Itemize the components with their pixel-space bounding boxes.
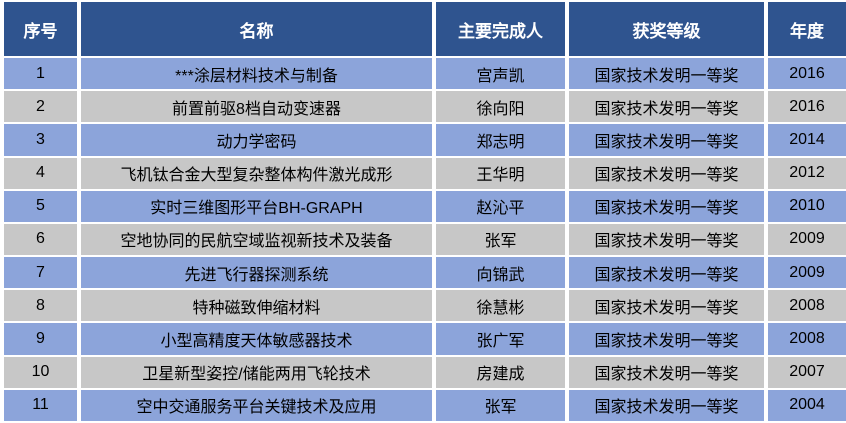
table-cell: 飞机钛合金大型复杂整体构件激光成形 [77,155,436,191]
table-row: 10 卫星新型姿控/储能两用飞轮技术 房建成 国家技术发明一等奖 2007 [0,354,846,390]
table-row: 1 ***涂层材料技术与制备 宫声凯 国家技术发明一等奖 2016 [0,55,846,92]
table-row: 7 先进飞行器探测系统 向锦武 国家技术发明一等奖 2009 [0,255,846,291]
table-cell: 2016 [764,89,846,125]
table-cell: 1 [0,55,81,92]
table-cell: 向锦武 [432,255,569,291]
table-cell: 8 [0,288,81,324]
table-cell: 先进飞行器探测系统 [77,255,436,291]
table-cell: 2016 [764,55,846,92]
table-row: 5 实时三维图形平台BH-GRAPH 赵沁平 国家技术发明一等奖 2010 [0,188,846,224]
table-cell: 特种磁致伸缩材料 [77,288,436,324]
table-cell: 6 [0,221,81,258]
table-cell: 小型高精度天体敏感器技术 [77,321,436,357]
table-cell: 2014 [764,122,846,158]
table-cell: 国家技术发明一等奖 [565,387,768,423]
table-cell: 张广军 [432,321,569,357]
header-cell: 主要完成人 [432,0,569,58]
table-cell: 国家技术发明一等奖 [565,221,768,258]
table-cell: 国家技术发明一等奖 [565,155,768,191]
table-cell: 徐慧彬 [432,288,569,324]
header-cell: 序号 [0,0,81,58]
table-cell: 2012 [764,155,846,191]
table-cell: 张军 [432,387,569,423]
table-cell: 实时三维图形平台BH-GRAPH [77,188,436,224]
header-cell: 名称 [77,0,436,58]
table-cell: 国家技术发明一等奖 [565,89,768,125]
table-row: 2 前置前驱8档自动变速器 徐向阳 国家技术发明一等奖 2016 [0,89,846,125]
table-header: 序号 名称 主要完成人 获奖等级 年度 [0,0,846,58]
table-cell: 2007 [764,354,846,390]
table-cell: 房建成 [432,354,569,390]
table-cell: 2004 [764,387,846,423]
table-cell: 11 [0,387,81,423]
table-cell: 2009 [764,221,846,258]
table-cell: 2008 [764,321,846,357]
table-cell: 卫星新型姿控/储能两用飞轮技术 [77,354,436,390]
table-cell: 国家技术发明一等奖 [565,255,768,291]
header-row: 序号 名称 主要完成人 获奖等级 年度 [0,0,846,58]
table-cell: 3 [0,122,81,158]
table-cell: 王华明 [432,155,569,191]
table-cell: 前置前驱8档自动变速器 [77,89,436,125]
table-cell: 空地协同的民航空域监视新技术及装备 [77,221,436,258]
table-row: 9 小型高精度天体敏感器技术 张广军 国家技术发明一等奖 2008 [0,321,846,357]
table-row: 8 特种磁致伸缩材料 徐慧彬 国家技术发明一等奖 2008 [0,288,846,324]
table-cell: 7 [0,255,81,291]
table-cell: 4 [0,155,81,191]
table-row: 11 空中交通服务平台关键技术及应用 张军 国家技术发明一等奖 2004 [0,387,846,423]
table-row: 6 空地协同的民航空域监视新技术及装备 张军 国家技术发明一等奖 2009 [0,221,846,258]
table-cell: ***涂层材料技术与制备 [77,55,436,92]
table-cell: 空中交通服务平台关键技术及应用 [77,387,436,423]
table-cell: 宫声凯 [432,55,569,92]
table-cell: 徐向阳 [432,89,569,125]
header-cell: 年度 [764,0,846,58]
table-cell: 国家技术发明一等奖 [565,354,768,390]
table-cell: 动力学密码 [77,122,436,158]
table-cell: 国家技术发明一等奖 [565,188,768,224]
table-row: 3 动力学密码 郑志明 国家技术发明一等奖 2014 [0,122,846,158]
table-cell: 郑志明 [432,122,569,158]
table-cell: 张军 [432,221,569,258]
table-body: 1 ***涂层材料技术与制备 宫声凯 国家技术发明一等奖 2016 2 前置前驱8档自动变速… [0,55,846,423]
table-cell: 国家技术发明一等奖 [565,122,768,158]
table-cell: 国家技术发明一等奖 [565,288,768,324]
table-cell: 2009 [764,255,846,291]
table-cell: 国家技术发明一等奖 [565,321,768,357]
table-row: 4 飞机钛合金大型复杂整体构件激光成形 王华明 国家技术发明一等奖 2012 [0,155,846,191]
table-cell: 2 [0,89,81,125]
table-cell: 赵沁平 [432,188,569,224]
table-cell: 2010 [764,188,846,224]
table-cell: 5 [0,188,81,224]
header-cell: 获奖等级 [565,0,768,58]
table-cell: 9 [0,321,81,357]
table-cell: 10 [0,354,81,390]
table-cell: 国家技术发明一等奖 [565,55,768,92]
table-cell: 2008 [764,288,846,324]
